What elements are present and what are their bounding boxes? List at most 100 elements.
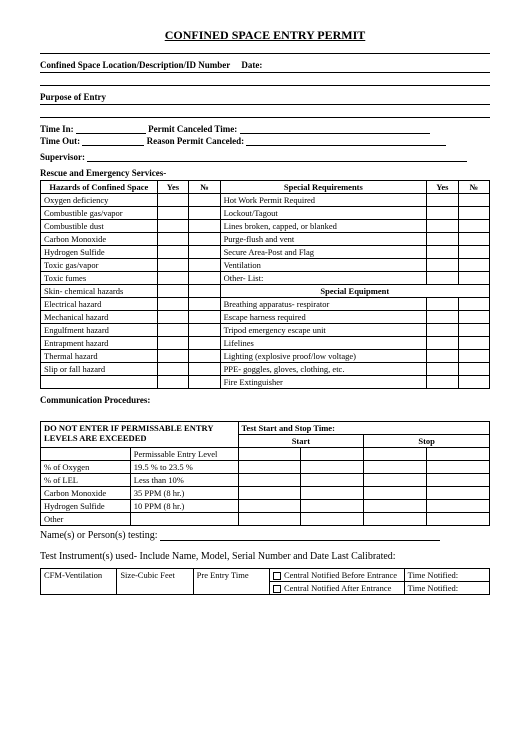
cell[interactable] bbox=[364, 448, 427, 461]
cell[interactable] bbox=[189, 324, 220, 337]
cell[interactable] bbox=[301, 513, 364, 526]
cell[interactable] bbox=[157, 324, 188, 337]
cell[interactable] bbox=[301, 474, 364, 487]
cell[interactable] bbox=[157, 272, 188, 285]
cell[interactable] bbox=[427, 298, 458, 311]
hazard-cell: Thermal hazard bbox=[41, 350, 158, 363]
cell[interactable] bbox=[238, 513, 301, 526]
cell[interactable] bbox=[238, 461, 301, 474]
cell[interactable] bbox=[458, 207, 489, 220]
cell[interactable] bbox=[427, 376, 458, 389]
cell[interactable] bbox=[427, 220, 458, 233]
cell[interactable] bbox=[458, 194, 489, 207]
cell[interactable] bbox=[189, 285, 220, 298]
cell[interactable] bbox=[458, 233, 489, 246]
cell[interactable] bbox=[458, 363, 489, 376]
cell[interactable] bbox=[427, 272, 458, 285]
cell[interactable] bbox=[157, 194, 188, 207]
cell[interactable] bbox=[458, 350, 489, 363]
cell[interactable] bbox=[458, 376, 489, 389]
cfm-c4b-label: Central Notified After Entrance bbox=[284, 583, 391, 593]
cell[interactable] bbox=[427, 461, 490, 474]
req-cell: Secure Area-Post and Flag bbox=[220, 246, 427, 259]
cell[interactable] bbox=[427, 311, 458, 324]
levels-header-left: DO NOT ENTER IF PERMISSABLE ENTRY LEVELS… bbox=[41, 422, 239, 448]
cell[interactable] bbox=[157, 220, 188, 233]
cell[interactable] bbox=[238, 474, 301, 487]
cell[interactable] bbox=[427, 324, 458, 337]
date-label: Date: bbox=[241, 60, 262, 70]
cell[interactable] bbox=[189, 363, 220, 376]
cell[interactable] bbox=[189, 246, 220, 259]
cell[interactable] bbox=[238, 487, 301, 500]
cell[interactable] bbox=[157, 311, 188, 324]
cell[interactable] bbox=[427, 246, 458, 259]
checkbox-icon[interactable] bbox=[273, 572, 281, 580]
cell[interactable] bbox=[458, 272, 489, 285]
cell[interactable] bbox=[458, 311, 489, 324]
level-value: Less than 10% bbox=[130, 474, 238, 487]
cell[interactable] bbox=[157, 246, 188, 259]
cell[interactable] bbox=[458, 246, 489, 259]
cell[interactable] bbox=[427, 194, 458, 207]
cell[interactable] bbox=[301, 500, 364, 513]
cell[interactable] bbox=[458, 324, 489, 337]
names-testing-input[interactable] bbox=[160, 540, 440, 541]
th-special-req: Special Requirements bbox=[220, 181, 427, 194]
cell[interactable] bbox=[189, 376, 220, 389]
cell[interactable] bbox=[427, 233, 458, 246]
cell[interactable] bbox=[189, 272, 220, 285]
checkbox-icon[interactable] bbox=[273, 585, 281, 593]
reason-canceled-input[interactable] bbox=[246, 145, 446, 146]
cell[interactable] bbox=[458, 220, 489, 233]
cell[interactable] bbox=[189, 233, 220, 246]
cell[interactable] bbox=[458, 259, 489, 272]
cell[interactable] bbox=[427, 487, 490, 500]
cell[interactable] bbox=[189, 311, 220, 324]
cell[interactable] bbox=[364, 500, 427, 513]
req-cell: PPE- goggles, gloves, clothing, etc. bbox=[220, 363, 427, 376]
cell[interactable] bbox=[364, 513, 427, 526]
cell[interactable] bbox=[189, 298, 220, 311]
cell[interactable] bbox=[458, 298, 489, 311]
cell[interactable] bbox=[157, 298, 188, 311]
cell[interactable] bbox=[301, 487, 364, 500]
cell[interactable] bbox=[189, 220, 220, 233]
cell[interactable] bbox=[301, 448, 364, 461]
cell[interactable] bbox=[427, 207, 458, 220]
cell[interactable] bbox=[458, 337, 489, 350]
cell[interactable] bbox=[189, 259, 220, 272]
cell[interactable] bbox=[189, 337, 220, 350]
cell[interactable] bbox=[364, 461, 427, 474]
permit-canceled-time-input[interactable] bbox=[240, 133, 430, 134]
cell[interactable] bbox=[238, 448, 301, 461]
purpose-label: Purpose of Entry bbox=[40, 92, 106, 102]
cell[interactable] bbox=[364, 474, 427, 487]
cell[interactable] bbox=[157, 350, 188, 363]
cell[interactable] bbox=[189, 207, 220, 220]
cell[interactable] bbox=[189, 350, 220, 363]
cell[interactable] bbox=[157, 376, 188, 389]
cell[interactable] bbox=[427, 513, 490, 526]
cell[interactable] bbox=[301, 461, 364, 474]
cell[interactable] bbox=[427, 259, 458, 272]
cell[interactable] bbox=[157, 233, 188, 246]
cell[interactable] bbox=[364, 487, 427, 500]
cell[interactable] bbox=[157, 337, 188, 350]
cell[interactable] bbox=[427, 474, 490, 487]
cell[interactable] bbox=[427, 350, 458, 363]
cell[interactable] bbox=[157, 363, 188, 376]
rule bbox=[40, 53, 490, 54]
cell[interactable] bbox=[427, 500, 490, 513]
cell[interactable] bbox=[189, 194, 220, 207]
cell[interactable] bbox=[427, 363, 458, 376]
cell[interactable] bbox=[157, 285, 188, 298]
cell[interactable] bbox=[157, 207, 188, 220]
cell[interactable] bbox=[157, 259, 188, 272]
cell[interactable] bbox=[427, 337, 458, 350]
supervisor-input[interactable] bbox=[87, 161, 467, 162]
cell[interactable] bbox=[427, 448, 490, 461]
time-in-input[interactable] bbox=[76, 133, 146, 134]
time-out-input[interactable] bbox=[82, 145, 144, 146]
cell[interactable] bbox=[238, 500, 301, 513]
